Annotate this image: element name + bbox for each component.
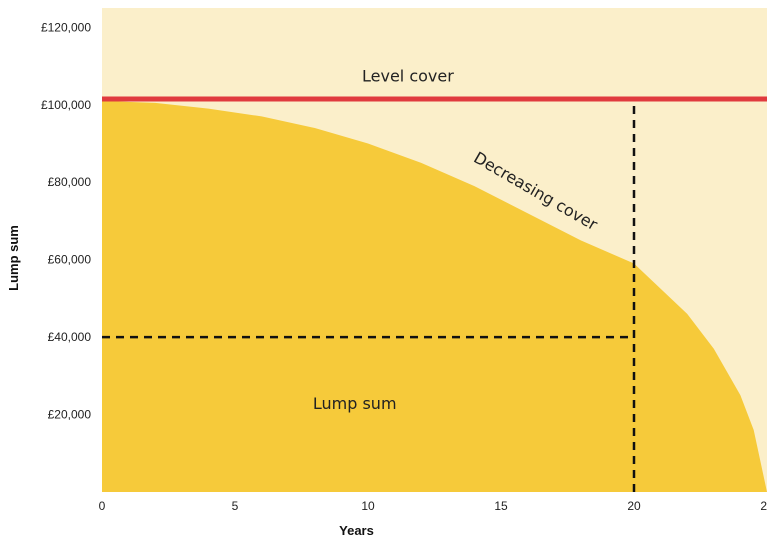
y-tick-label: £100,000 [41, 98, 91, 112]
x-tick-label: 25 [760, 499, 767, 513]
y-tick-label: £20,000 [48, 408, 92, 422]
annotation-label: Lump sum [313, 394, 397, 413]
x-tick-label: 20 [627, 499, 641, 513]
y-axis-title: Lump sum [6, 225, 21, 291]
x-tick-label: 15 [494, 499, 508, 513]
x-tick-label: 10 [361, 499, 375, 513]
y-tick-label: £80,000 [48, 175, 92, 189]
decreasing-cover-area [102, 100, 767, 492]
x-axis-title: Years [339, 523, 374, 537]
y-tick-label: £60,000 [48, 253, 92, 267]
x-tick-label: 0 [99, 499, 106, 513]
y-tick-label: £40,000 [48, 330, 92, 344]
x-tick-label: 5 [232, 499, 239, 513]
annotation-label: Level cover [362, 67, 454, 86]
y-tick-label: £120,000 [41, 20, 91, 34]
